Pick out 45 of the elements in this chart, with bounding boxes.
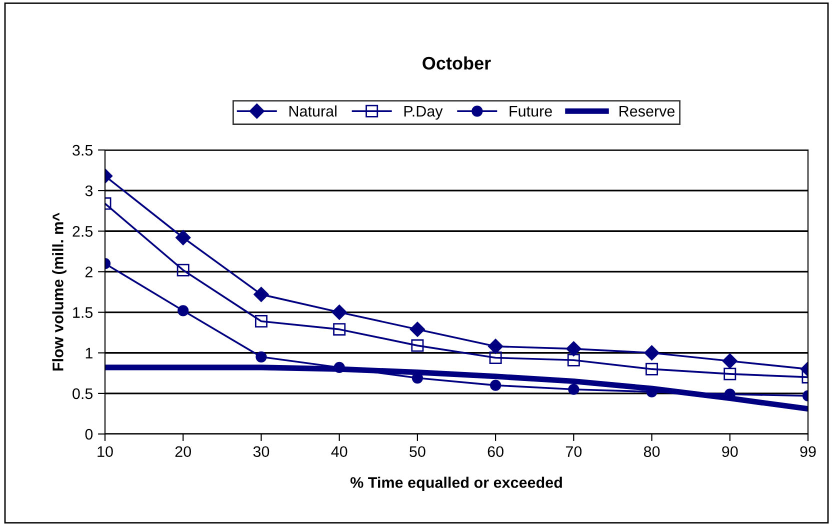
point bbox=[178, 305, 189, 316]
point bbox=[254, 286, 269, 302]
y-axis-title: Flow volume (mill. m^ bbox=[52, 212, 66, 371]
x-axis-title: % Time equalled or exceeded bbox=[350, 476, 562, 491]
point bbox=[567, 354, 580, 366]
legend-label: P.Day bbox=[404, 106, 443, 120]
x-tick-label: 50 bbox=[410, 446, 426, 458]
x-tick-label: 20 bbox=[175, 446, 192, 458]
point bbox=[644, 345, 660, 360]
x-tick-label: 40 bbox=[331, 446, 348, 458]
point bbox=[256, 351, 267, 362]
y-tick-label: 1.5 bbox=[73, 307, 93, 318]
point bbox=[568, 384, 580, 395]
point bbox=[488, 338, 504, 354]
point bbox=[566, 341, 582, 356]
y-tick-label: 3.5 bbox=[72, 144, 93, 156]
point bbox=[332, 304, 347, 320]
y-tick-label: 3 bbox=[85, 185, 93, 196]
y-tick-label: 2.5 bbox=[72, 226, 93, 237]
point bbox=[722, 353, 738, 369]
chart-title: October bbox=[422, 56, 491, 70]
point bbox=[411, 339, 424, 352]
x-tick-label: 60 bbox=[488, 446, 504, 458]
point bbox=[176, 264, 190, 276]
point bbox=[176, 230, 191, 246]
point bbox=[489, 351, 502, 364]
x-tick-label: 30 bbox=[253, 446, 270, 458]
legend-label: Natural bbox=[289, 105, 336, 117]
y-tick-label: 1 bbox=[86, 348, 92, 358]
point bbox=[254, 314, 268, 328]
x-tick-label: 80 bbox=[644, 446, 660, 458]
point bbox=[410, 322, 426, 337]
y-tick-label: 2 bbox=[85, 266, 92, 278]
x-tick-label: 99 bbox=[800, 446, 816, 458]
point bbox=[490, 380, 502, 391]
point bbox=[724, 368, 736, 380]
point bbox=[646, 362, 658, 376]
point bbox=[333, 323, 346, 336]
y-tick-label: 0.5 bbox=[72, 388, 93, 400]
legend-label: Reserve bbox=[620, 106, 675, 117]
x-tick-label: 70 bbox=[566, 446, 582, 458]
x-tick-label: 10 bbox=[98, 446, 113, 458]
y-tick-label: 0 bbox=[85, 428, 93, 440]
legend-label: Future bbox=[510, 106, 552, 117]
x-tick-label: 90 bbox=[722, 446, 738, 458]
